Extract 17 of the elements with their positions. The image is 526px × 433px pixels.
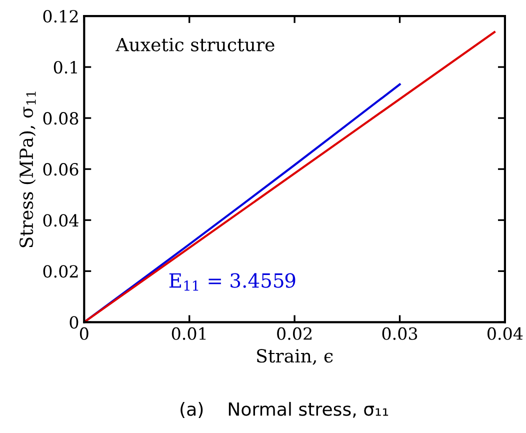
y-tick-label: 0 xyxy=(70,316,78,329)
annotation: E$_{11}$ = 3.4559 xyxy=(169,273,296,291)
text: (a) Normal stress, σ₁₁ xyxy=(180,402,388,418)
y-axis-title: Stress (MPa), σ$_{11}$ xyxy=(19,92,36,248)
y-tick-label: 0.12 xyxy=(43,10,78,23)
y-tick-label: 0.04 xyxy=(43,214,78,227)
x-tick-label: 0.01 xyxy=(172,327,206,340)
x-tick-label: 0.04 xyxy=(488,327,523,340)
x-tick-label: 0.02 xyxy=(277,327,312,340)
x-tick-label: 0 xyxy=(80,327,88,340)
y-tick-label: 0.02 xyxy=(43,265,78,278)
y-tick-label: 0.08 xyxy=(43,112,78,125)
annotation: Auxetic structure xyxy=(116,38,274,52)
x-tick-label: 0.03 xyxy=(382,327,418,340)
x-axis-title: Strain, ϵ xyxy=(257,349,333,365)
y-tick-label: 0.1 xyxy=(54,61,77,74)
y-tick-label: 0.06 xyxy=(43,163,78,176)
